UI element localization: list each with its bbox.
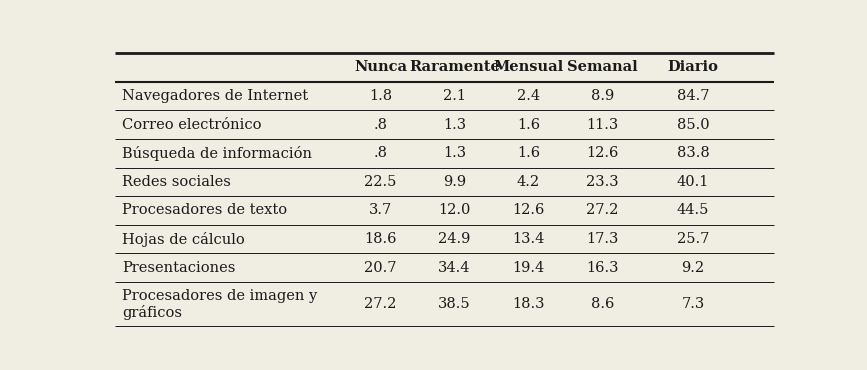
Text: 44.5: 44.5 (677, 204, 709, 218)
Text: Diario: Diario (668, 60, 719, 74)
Text: 24.9: 24.9 (438, 232, 471, 246)
Text: 8.9: 8.9 (590, 89, 614, 103)
Text: Procesadores de imagen y
gráficos: Procesadores de imagen y gráficos (121, 289, 317, 320)
Text: 4.2: 4.2 (517, 175, 540, 189)
Text: 18.3: 18.3 (512, 297, 544, 311)
Text: 12.0: 12.0 (438, 204, 471, 218)
Text: 83.8: 83.8 (676, 146, 709, 160)
Text: 2.1: 2.1 (443, 89, 466, 103)
Text: Nunca: Nunca (354, 60, 407, 74)
Text: 16.3: 16.3 (586, 261, 618, 275)
Text: Raramente: Raramente (409, 60, 500, 74)
Text: 17.3: 17.3 (586, 232, 618, 246)
Text: Presentaciones: Presentaciones (121, 261, 235, 275)
Text: Correo electrónico: Correo electrónico (121, 118, 261, 132)
Text: 8.6: 8.6 (590, 297, 614, 311)
Text: .8: .8 (374, 146, 388, 160)
Text: 1.8: 1.8 (369, 89, 392, 103)
Text: 12.6: 12.6 (586, 146, 618, 160)
Text: 9.9: 9.9 (443, 175, 466, 189)
Text: 1.6: 1.6 (517, 146, 540, 160)
Text: Semanal: Semanal (567, 60, 637, 74)
Text: 1.3: 1.3 (443, 146, 466, 160)
Text: 3.7: 3.7 (368, 204, 392, 218)
Text: 11.3: 11.3 (586, 118, 618, 132)
Text: Navegadores de Internet: Navegadores de Internet (121, 89, 308, 103)
Text: 9.2: 9.2 (681, 261, 705, 275)
Text: 23.3: 23.3 (586, 175, 618, 189)
Text: Procesadores de texto: Procesadores de texto (121, 204, 287, 218)
Text: 40.1: 40.1 (677, 175, 709, 189)
Text: 18.6: 18.6 (364, 232, 397, 246)
Text: 19.4: 19.4 (512, 261, 544, 275)
Text: 1.3: 1.3 (443, 118, 466, 132)
Text: 25.7: 25.7 (677, 232, 709, 246)
Text: 27.2: 27.2 (364, 297, 397, 311)
Text: 20.7: 20.7 (364, 261, 397, 275)
Text: 27.2: 27.2 (586, 204, 618, 218)
Text: .8: .8 (374, 118, 388, 132)
Text: 22.5: 22.5 (364, 175, 397, 189)
Text: 12.6: 12.6 (512, 204, 544, 218)
Text: Mensual: Mensual (493, 60, 564, 74)
Text: Búsqueda de información: Búsqueda de información (121, 146, 312, 161)
Text: 34.4: 34.4 (438, 261, 471, 275)
Text: Hojas de cálculo: Hojas de cálculo (121, 232, 244, 246)
Text: 13.4: 13.4 (512, 232, 544, 246)
Text: 84.7: 84.7 (677, 89, 709, 103)
Text: 1.6: 1.6 (517, 118, 540, 132)
Text: 7.3: 7.3 (681, 297, 705, 311)
Text: 85.0: 85.0 (676, 118, 709, 132)
Text: 38.5: 38.5 (438, 297, 471, 311)
Text: Redes sociales: Redes sociales (121, 175, 231, 189)
Text: 2.4: 2.4 (517, 89, 540, 103)
